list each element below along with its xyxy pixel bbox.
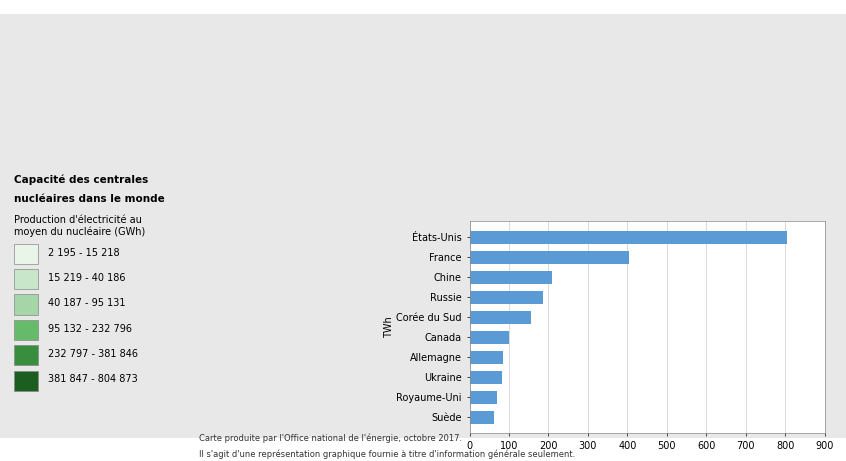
Text: 232 797 - 381 846: 232 797 - 381 846 bbox=[48, 349, 138, 359]
Text: nucléaires dans le monde: nucléaires dans le monde bbox=[14, 195, 165, 204]
FancyBboxPatch shape bbox=[14, 345, 38, 366]
Bar bbox=[470, 391, 497, 404]
FancyBboxPatch shape bbox=[14, 320, 38, 340]
Text: Carte produite par l'Office national de l'énergie, octobre 2017.: Carte produite par l'Office national de … bbox=[199, 433, 462, 443]
Text: 40 187 - 95 131: 40 187 - 95 131 bbox=[48, 298, 125, 308]
Bar bbox=[470, 411, 494, 424]
Bar bbox=[470, 351, 503, 364]
FancyBboxPatch shape bbox=[14, 295, 38, 315]
Text: 15 219 - 40 186: 15 219 - 40 186 bbox=[48, 273, 125, 283]
FancyBboxPatch shape bbox=[14, 244, 38, 264]
Bar bbox=[470, 311, 530, 324]
Bar bbox=[470, 231, 788, 244]
Text: Capacité des centrales: Capacité des centrales bbox=[14, 174, 148, 184]
Bar bbox=[470, 331, 509, 344]
Y-axis label: TWh: TWh bbox=[383, 316, 393, 338]
Text: Production d'électricité au
moyen du nucléaire (GWh): Production d'électricité au moyen du nuc… bbox=[14, 215, 146, 237]
Bar bbox=[470, 371, 503, 384]
Bar bbox=[470, 291, 542, 304]
Bar bbox=[470, 251, 629, 264]
FancyBboxPatch shape bbox=[14, 371, 38, 391]
Text: Il s'agit d'une représentation graphique fournie à titre d'information générale : Il s'agit d'une représentation graphique… bbox=[199, 449, 575, 459]
Text: 95 132 - 232 796: 95 132 - 232 796 bbox=[48, 324, 132, 334]
Text: 381 847 - 804 873: 381 847 - 804 873 bbox=[48, 374, 138, 384]
FancyBboxPatch shape bbox=[14, 269, 38, 290]
Text: 2 195 - 15 218: 2 195 - 15 218 bbox=[48, 248, 119, 258]
Bar bbox=[470, 271, 552, 284]
